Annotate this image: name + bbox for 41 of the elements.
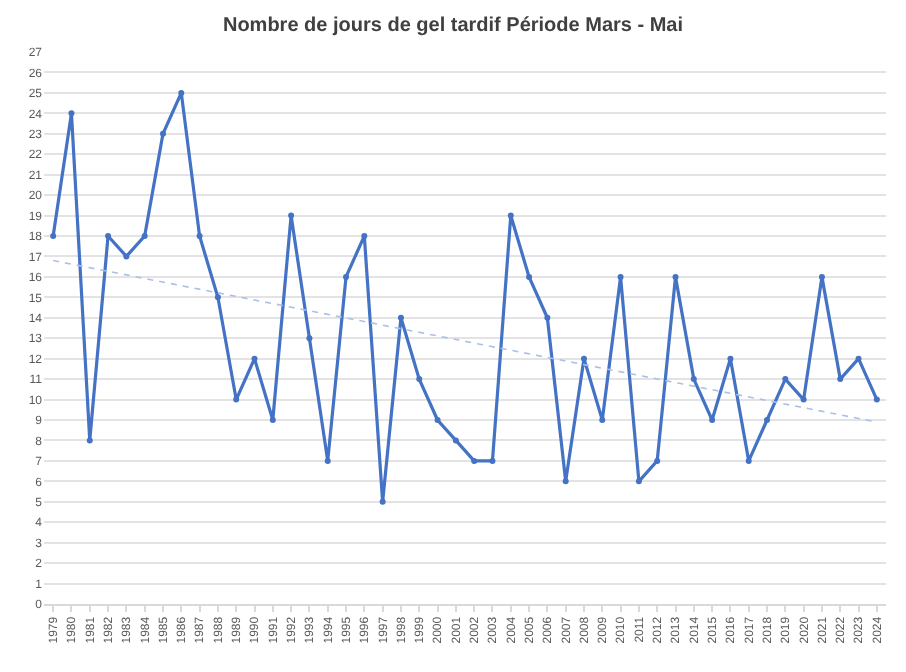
point xyxy=(50,233,57,239)
point xyxy=(159,130,166,137)
point xyxy=(306,335,313,342)
point xyxy=(562,478,569,485)
point xyxy=(818,273,825,280)
point xyxy=(452,437,459,444)
point xyxy=(178,89,185,96)
point xyxy=(837,376,844,383)
line-series xyxy=(50,89,880,505)
point xyxy=(855,355,862,362)
point xyxy=(361,233,368,239)
point xyxy=(196,233,203,239)
point xyxy=(672,273,679,280)
point xyxy=(324,457,331,464)
point xyxy=(635,478,642,485)
point xyxy=(654,457,661,464)
point xyxy=(141,233,148,239)
point xyxy=(434,417,441,423)
point xyxy=(617,273,624,280)
point xyxy=(397,314,404,321)
point xyxy=(379,498,386,505)
point xyxy=(123,253,130,260)
point xyxy=(544,314,551,321)
point xyxy=(233,396,240,403)
point xyxy=(800,396,807,403)
point xyxy=(288,212,295,219)
point xyxy=(873,396,880,403)
point xyxy=(68,110,75,117)
point xyxy=(745,457,752,464)
point xyxy=(416,376,423,383)
point xyxy=(214,294,221,301)
point xyxy=(599,417,606,423)
point xyxy=(507,212,514,219)
point xyxy=(727,355,734,362)
chart-title: Nombre de jours de gel tardif Période Mars - Mai xyxy=(222,14,684,37)
point xyxy=(86,437,93,444)
point xyxy=(709,417,716,423)
point xyxy=(489,457,496,464)
point xyxy=(269,417,276,423)
point xyxy=(690,376,697,383)
point xyxy=(251,355,258,362)
